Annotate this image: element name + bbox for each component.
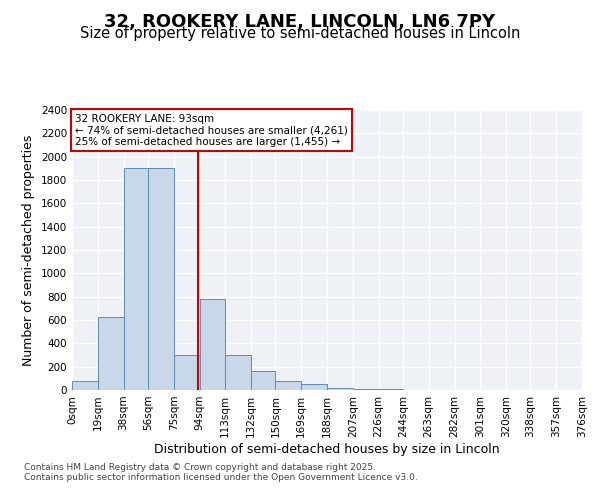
- Bar: [251, 372, 275, 390]
- X-axis label: Distribution of semi-detached houses by size in Lincoln: Distribution of semi-detached houses by …: [154, 442, 500, 456]
- Y-axis label: Number of semi-detached properties: Number of semi-detached properties: [22, 134, 35, 366]
- Text: Size of property relative to semi-detached houses in Lincoln: Size of property relative to semi-detach…: [80, 26, 520, 41]
- Bar: [301, 384, 327, 390]
- Bar: [353, 389, 379, 390]
- Bar: [98, 316, 124, 390]
- Bar: [124, 168, 148, 390]
- Bar: [327, 388, 353, 390]
- Bar: [275, 380, 301, 390]
- Bar: [225, 355, 251, 390]
- Bar: [199, 299, 225, 390]
- Bar: [72, 380, 98, 390]
- Text: 32, ROOKERY LANE, LINCOLN, LN6 7PY: 32, ROOKERY LANE, LINCOLN, LN6 7PY: [104, 12, 496, 30]
- Text: 32 ROOKERY LANE: 93sqm
← 74% of semi-detached houses are smaller (4,261)
25% of : 32 ROOKERY LANE: 93sqm ← 74% of semi-det…: [75, 114, 347, 146]
- Bar: [148, 168, 174, 390]
- Text: Contains HM Land Registry data © Crown copyright and database right 2025.
Contai: Contains HM Land Registry data © Crown c…: [24, 462, 418, 482]
- Bar: [174, 355, 199, 390]
